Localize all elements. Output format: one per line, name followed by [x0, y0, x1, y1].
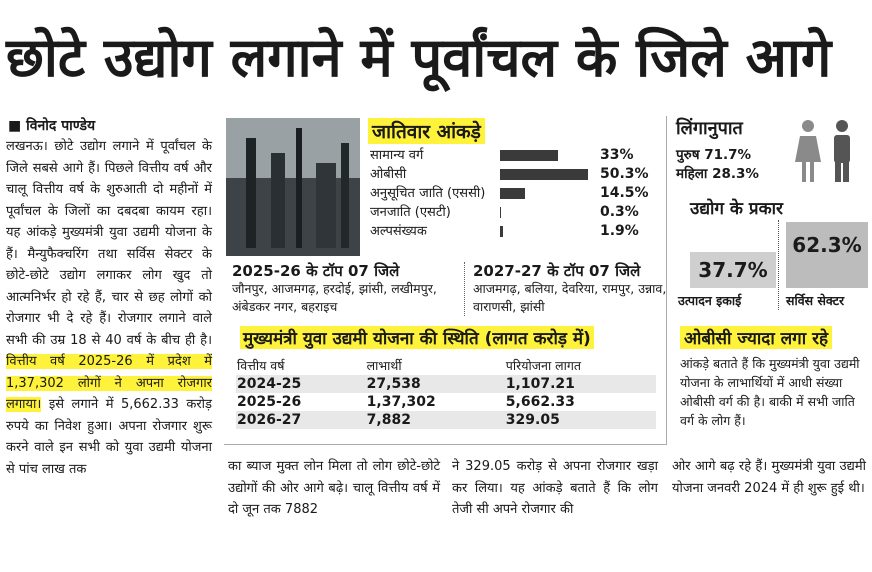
td: 2026-27	[237, 412, 302, 428]
caste-label: सामान्य वर्ग	[370, 148, 424, 163]
bar	[500, 226, 504, 237]
bar	[500, 150, 558, 161]
sex-ratio-row: महिला 28.3%	[676, 166, 759, 182]
industry-label: उत्पादन इकाई	[678, 293, 742, 308]
table-title: मुख्यमंत्री युवा उद्यमी योजना की स्थिति	[243, 329, 479, 349]
bar	[500, 207, 501, 218]
td: 2024-25	[237, 376, 302, 392]
value-label: 33%	[600, 147, 634, 163]
td: 2025-26	[237, 394, 302, 410]
td: 329.05	[505, 412, 560, 428]
sex-ratio-row: पुरुष 71.7%	[676, 147, 752, 163]
headline: छोटे उद्योग लगाने में पूर्वांचल के जिले …	[6, 26, 832, 89]
table-title-box: मुख्यमंत्री युवा उद्यमी योजना की स्थिति …	[240, 326, 594, 349]
caste-label: अल्पसंख्यक	[370, 224, 427, 239]
scheme-table: वित्तीय वर्ष लाभार्थी परियोजना लागत 2024-2…	[236, 356, 656, 429]
caste-title: जातिवार आंकड़े	[368, 118, 485, 144]
table-header: वित्तीय वर्ष लाभार्थी परियोजना लागत	[236, 356, 656, 375]
bar	[500, 188, 526, 199]
th: वित्तीय वर्ष	[237, 358, 285, 373]
table-row: 2026-27 7,882 329.05	[236, 411, 656, 429]
td: 27,538	[366, 376, 421, 392]
districts-2: 2027-27 के टॉप 07 जिले आजमगढ़, बलिया, दे…	[464, 262, 671, 316]
industry-label: सर्विस सेक्टर	[786, 293, 845, 308]
td: 5,662.33	[505, 394, 575, 410]
caste-chart: सामान्य वर्ग 33% ओबीसी 50.3% अनुसूचित जाति (…	[370, 146, 660, 241]
value-label: 50.3%	[600, 166, 649, 182]
factory-image	[226, 118, 360, 256]
districts-text: जौनपुर, आजमगढ़, हरदोई, झांसी, लखीमपुर, अ…	[232, 281, 437, 314]
industry-title: उद्योग के प्रकार	[690, 199, 783, 219]
districts-1: 2025-26 के टॉप 07 जिले जौनपुर, आजमगढ़, ह…	[232, 262, 454, 316]
districts-text: आजमगढ़, बलिया, देवरिया, रामपुर, उन्नाव, …	[473, 281, 667, 314]
districts-title: 2025-26 के टॉप 07 जिले	[232, 262, 400, 280]
value-label: 14.5%	[600, 185, 649, 201]
article-lead: लखनऊ। छोटे उद्योग लगाने में पूर्वांचल के…	[6, 139, 212, 348]
caste-row: सामान्य वर्ग 33%	[370, 146, 660, 165]
caste-row: जनजाति (एसटी) 0.3%	[370, 203, 660, 222]
obc-title: ओबीसी ज्यादा लगा रहे	[680, 326, 833, 349]
article-continuation: इसे लगाने में 5,662.33 करोड़ रुपये का नि…	[6, 397, 212, 477]
caste-row: अनुसूचित जाति (एससी) 14.5%	[370, 184, 660, 203]
th: लाभार्थी	[366, 358, 402, 373]
table-row: 2025-26 1,37,302 5,662.33	[236, 393, 656, 411]
sex-ratio: पुरुष 71.7% महिला 28.3%	[676, 146, 759, 184]
caste-row: ओबीसी 50.3%	[370, 165, 660, 184]
table-unit: (लागत करोड़ में)	[484, 329, 591, 349]
td: 7,882	[366, 412, 411, 428]
value-label: 0.3%	[600, 204, 639, 220]
caste-label: ओबीसी	[370, 167, 407, 182]
divider	[778, 220, 779, 310]
value-label: 1.9%	[600, 223, 639, 239]
districts-title: 2027-27 के टॉप 07 जिले	[473, 262, 641, 280]
caste-label: अनुसूचित जाति (एससी)	[370, 186, 486, 201]
sex-ratio-title: लिंगानुपात	[676, 118, 743, 139]
td: 1,107.21	[505, 376, 575, 392]
article-column: का ब्याज मुक्त लोन मिला तो लोग छोटे-छोटे…	[228, 459, 440, 517]
td: 1,37,302	[366, 394, 436, 410]
gender-icons	[795, 120, 850, 182]
obc-text: आंकड़े बताते हैं कि मुख्यमंत्री युवा उद्…	[680, 356, 860, 428]
info-box	[224, 116, 667, 445]
caste-row: अल्पसंख्यक 1.9%	[370, 222, 660, 241]
industry-box: 62.3%	[786, 222, 868, 288]
th: परियोजना लागत	[505, 358, 582, 373]
table-row: 2024-25 27,538 1,107.21	[236, 375, 656, 393]
article-column: ओर आगे बढ़ रहे हैं। मुख्यमंत्री युवा उद्…	[672, 459, 866, 496]
article-column: ने 329.05 करोड़ से अपना रोजगार खड़ा कर ल…	[452, 459, 658, 517]
byline: विनोद पाण्डेय	[26, 118, 96, 134]
industry-box: 37.7%	[690, 252, 776, 288]
article: लखनऊ। छोटे उद्योग लगाने में पूर्वांचल के…	[6, 136, 212, 480]
caste-label: जनजाति (एसटी)	[370, 205, 451, 220]
bar	[500, 169, 588, 180]
byline-box: ■ विनोद पाण्डेय	[8, 118, 96, 134]
